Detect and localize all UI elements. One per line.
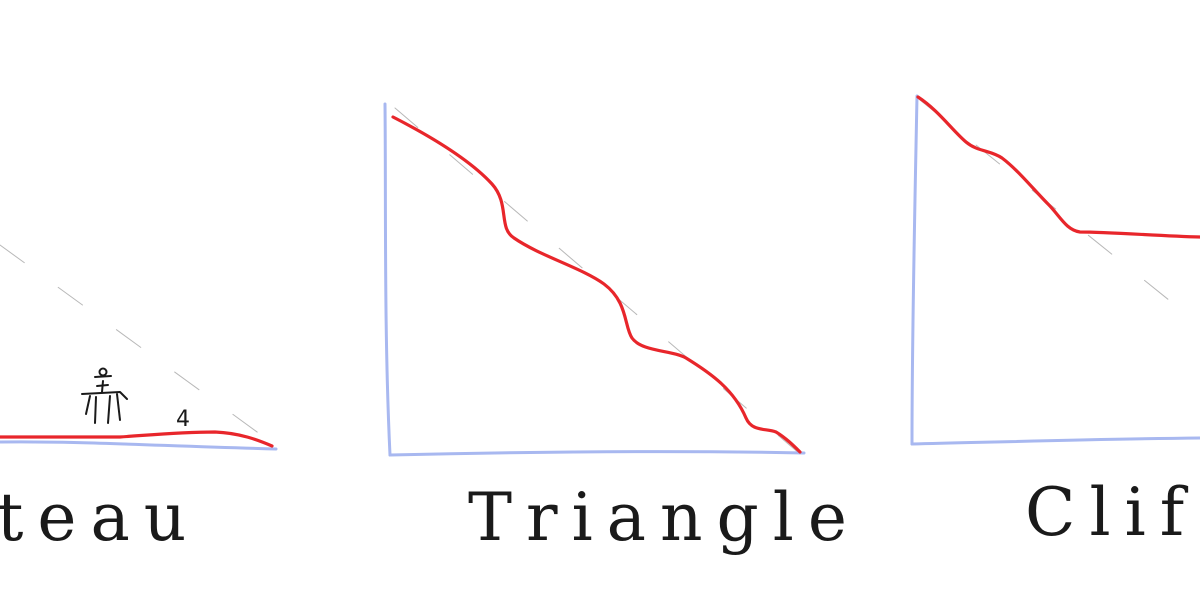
panel-triangle: Triangle (383, 102, 861, 556)
panel-plateau: 4 Plateau (0, 244, 278, 556)
plateau-x-axis (0, 440, 278, 451)
cliff-x-axis (910, 436, 1200, 446)
panel-cliff: Cliff (910, 94, 1200, 551)
cliff-label: Cliff (1025, 474, 1200, 551)
plateau-annotation: 4 (176, 407, 190, 432)
plateau-label: Plateau (0, 479, 200, 556)
plateau-curve (0, 430, 274, 448)
triangle-y-axis (383, 102, 392, 457)
triangle-curve (391, 115, 802, 454)
plateau-guide-diagonal (0, 244, 276, 446)
cliff-guide-diagonal (919, 99, 1200, 326)
cliff-y-axis (910, 94, 919, 446)
rider-icon (81, 367, 128, 424)
cliff-curve (916, 95, 1200, 239)
triangle-label: Triangle (468, 479, 861, 556)
triangle-x-axis (388, 450, 806, 457)
